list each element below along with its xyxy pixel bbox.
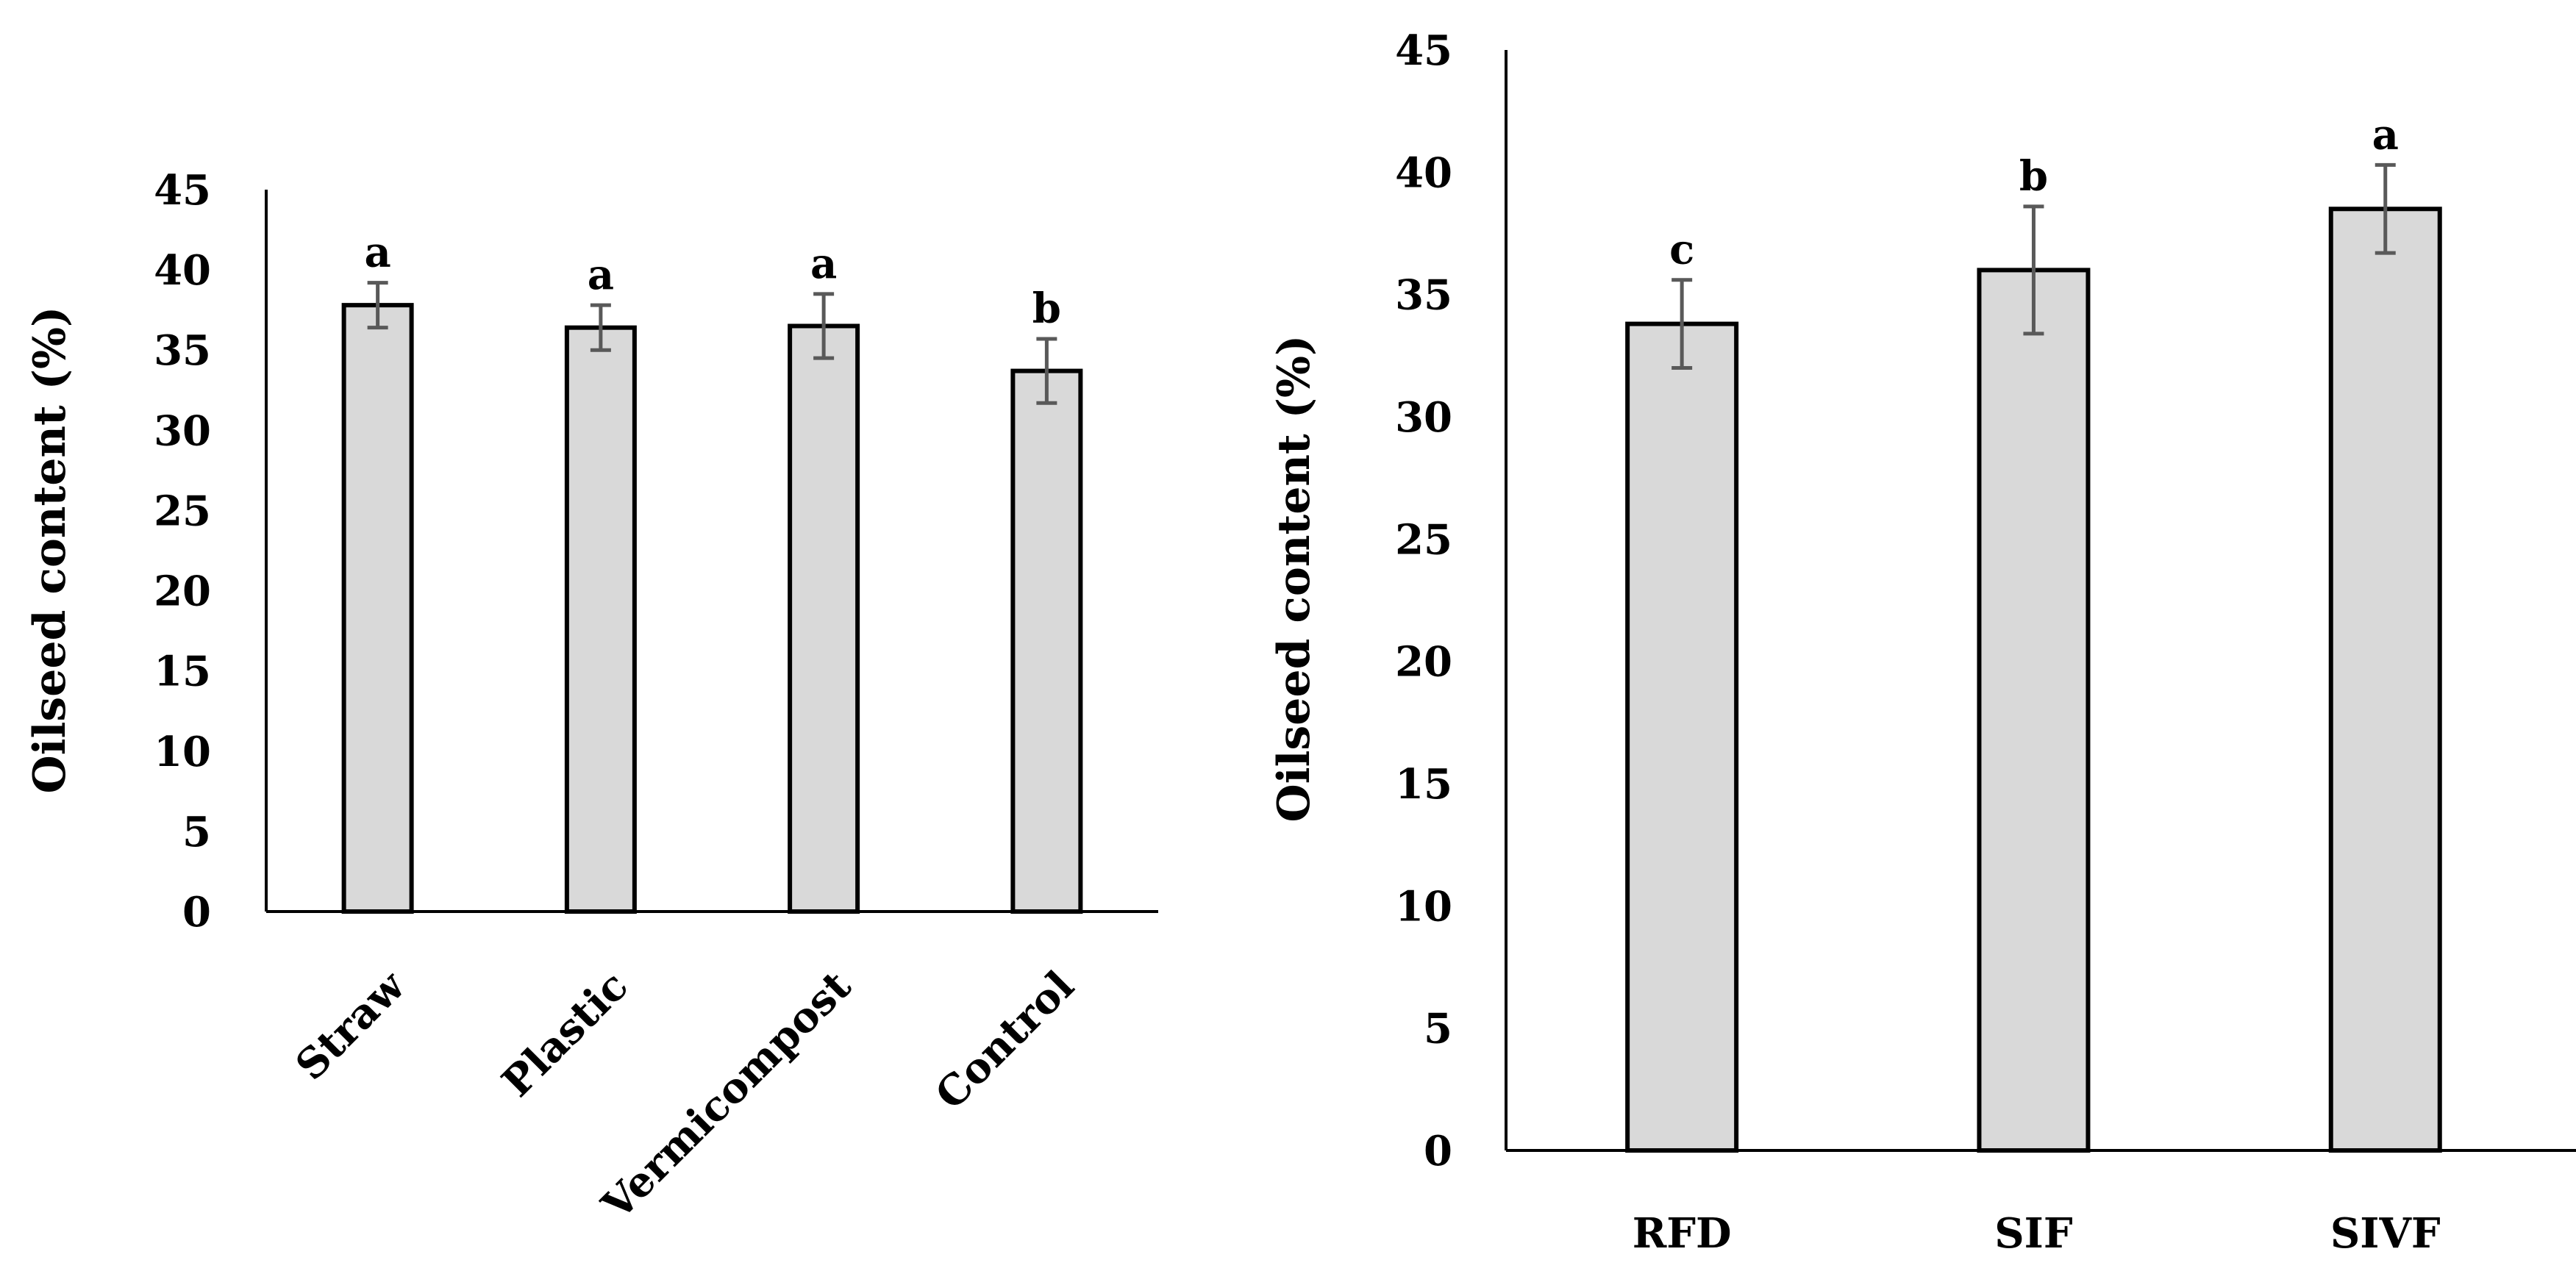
y-tick-label: 40 — [154, 246, 211, 295]
y-tick-label: 20 — [1395, 638, 1452, 687]
y-tick-label: 10 — [1395, 882, 1452, 931]
bar-rfd — [1625, 321, 1739, 1153]
x-tick-label: Control — [926, 962, 1083, 1119]
y-tick-label: 10 — [154, 728, 211, 776]
y-axis-label: Oilseed content (%) — [24, 307, 76, 794]
y-tick-label: 15 — [1395, 760, 1452, 809]
significance-letter: b — [2019, 152, 2048, 201]
x-tick-label: Vermicompost — [592, 962, 860, 1230]
x-tick-label: RFD — [1633, 1209, 1732, 1258]
y-tick-label: 25 — [154, 487, 211, 535]
y-tick-label: 45 — [1395, 26, 1452, 75]
y-tick-label: 0 — [1424, 1127, 1452, 1175]
y-tick-label: 30 — [154, 407, 211, 455]
y-tick-label: 25 — [1395, 515, 1452, 564]
significance-letter: a — [2372, 110, 2399, 159]
y-tick-label: 5 — [182, 808, 211, 856]
bar-vermicompost — [788, 323, 860, 914]
x-tick-label: SIF — [1994, 1209, 2073, 1258]
significance-letter: a — [588, 251, 614, 299]
y-tick-label: 15 — [154, 648, 211, 696]
y-tick-label: 40 — [1395, 148, 1452, 197]
y-tick-label: 35 — [154, 326, 211, 375]
y-tick-label: 45 — [154, 166, 211, 215]
x-tick-label: Plastic — [493, 962, 638, 1106]
bar-sivf — [2328, 207, 2442, 1153]
y-tick-label: 20 — [154, 568, 211, 616]
bar-sif — [1977, 268, 2091, 1153]
x-tick-label: SIVF — [2330, 1209, 2441, 1258]
significance-letter: c — [1669, 226, 1694, 274]
significance-letter: b — [1032, 284, 1061, 333]
bar-straw — [341, 303, 414, 914]
x-tick-label: Straw — [286, 961, 415, 1089]
y-tick-label: 30 — [1395, 393, 1452, 442]
bar-control — [1010, 368, 1083, 914]
bar-plastic — [564, 325, 637, 914]
chart-right: 0 5 10 15 20 25 30 35 40 45 Oilseed content (%) c RF… — [1269, 26, 2576, 1258]
y-tick-label: 0 — [182, 888, 211, 937]
significance-letter: a — [810, 240, 837, 288]
y-tick-label: 5 — [1424, 1005, 1452, 1053]
y-tick-label: 35 — [1395, 271, 1452, 320]
chart-left: 0 5 10 15 20 25 30 35 40 45 Oilseed content (%) a St… — [24, 166, 1158, 1230]
significance-letter: a — [364, 229, 390, 277]
y-axis-label: Oilseed content (%) — [1269, 335, 1320, 823]
